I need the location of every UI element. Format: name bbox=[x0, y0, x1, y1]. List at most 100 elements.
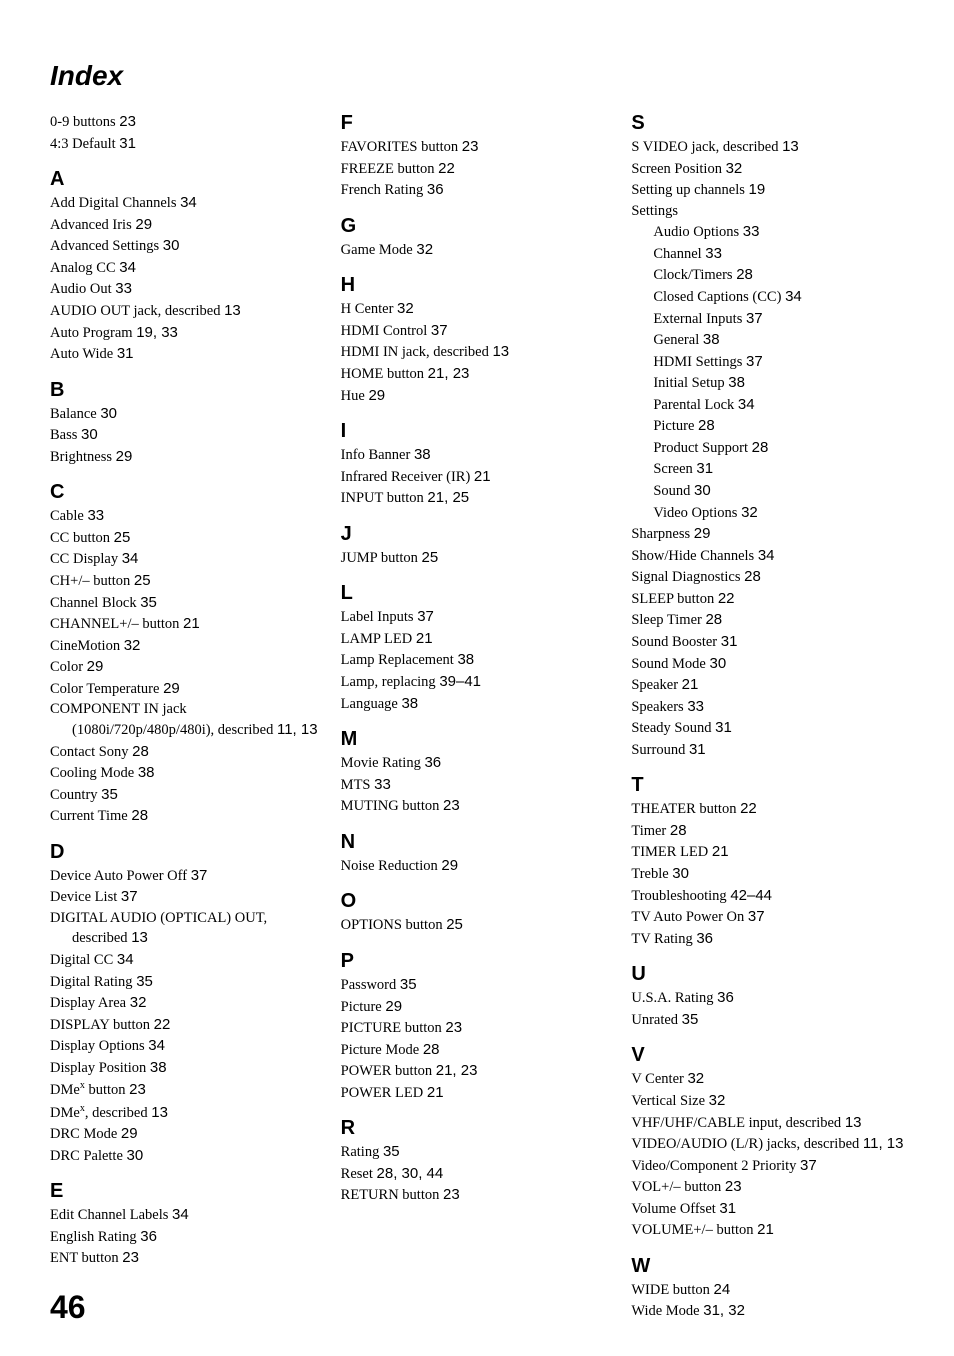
index-entry-page: 21 bbox=[416, 630, 433, 647]
index-entry: Picture Mode 28 bbox=[341, 1040, 614, 1061]
index-entry-term: CH+/– button bbox=[50, 573, 134, 589]
index-entry-page: 23 bbox=[122, 1249, 139, 1266]
index-entry-term: PICTURE button bbox=[341, 1020, 446, 1036]
index-letter-heading: F bbox=[341, 112, 614, 135]
index-entry-page: 33 bbox=[743, 223, 760, 240]
index-entry-page: 21 bbox=[682, 676, 699, 693]
index-entry: Show/Hide Channels 34 bbox=[631, 546, 904, 567]
index-entry-term: AUDIO OUT jack, described bbox=[50, 303, 224, 319]
index-entry: Audio Options 33 bbox=[653, 222, 904, 243]
index-entry: DMex button 23 bbox=[50, 1079, 323, 1100]
index-entry-page: 13 bbox=[131, 929, 148, 946]
index-entry-term: Game Mode bbox=[341, 242, 417, 258]
index-entry: Label Inputs 37 bbox=[341, 607, 614, 628]
index-letter-heading: P bbox=[341, 950, 614, 973]
index-entry-term: Brightness bbox=[50, 449, 116, 465]
index-entry-term: Digital CC bbox=[50, 952, 117, 968]
index-letter-heading: J bbox=[341, 523, 614, 546]
index-entry-term: Audio Options bbox=[653, 224, 742, 240]
index-entry-term: Country bbox=[50, 787, 101, 803]
index-entry-term: DRC Mode bbox=[50, 1126, 121, 1142]
index-entry: Lamp Replacement 38 bbox=[341, 650, 614, 671]
index-entry-page: 28 bbox=[752, 439, 769, 456]
index-entry-term: HOME button bbox=[341, 366, 428, 382]
index-entry-page: 30 bbox=[710, 655, 727, 672]
index-entry-page: 33 bbox=[115, 280, 132, 297]
index-entry-page: 33 bbox=[687, 698, 704, 715]
index-entry-page: 22 bbox=[438, 160, 455, 177]
index-entry: PICTURE button 23 bbox=[341, 1018, 614, 1039]
index-entry-term: Info Banner bbox=[341, 447, 414, 463]
index-entry: Cooling Mode 38 bbox=[50, 763, 323, 784]
index-entry: Cable 33 bbox=[50, 506, 323, 527]
index-entry-term: FREEZE button bbox=[341, 161, 438, 177]
index-entry: General 38 bbox=[653, 330, 904, 351]
index-entry-term: Troubleshooting bbox=[631, 888, 730, 904]
index-entry: Video Options 32 bbox=[653, 503, 904, 524]
index-entry-page: 28 bbox=[736, 266, 753, 283]
index-entry: Surround 31 bbox=[631, 740, 904, 761]
index-entry-term: Cable bbox=[50, 508, 87, 524]
index-entry-page: 23 bbox=[462, 138, 479, 155]
index-entry: ENT button 23 bbox=[50, 1248, 323, 1269]
index-entry-term: TIMER LED bbox=[631, 844, 712, 860]
index-entry: H Center 32 bbox=[341, 299, 614, 320]
index-letter-heading: H bbox=[341, 274, 614, 297]
index-entry-term: Vertical Size bbox=[631, 1093, 708, 1109]
index-entry: DRC Mode 29 bbox=[50, 1124, 323, 1145]
index-entry-page: 28 bbox=[705, 611, 722, 628]
index-entry: Settings bbox=[631, 202, 904, 222]
index-entry-page: 35 bbox=[140, 594, 157, 611]
index-entry-term: POWER LED bbox=[341, 1085, 427, 1101]
index-entry-term: Settings bbox=[631, 203, 678, 219]
index-entry-page: 11, 13 bbox=[863, 1135, 904, 1152]
index-entry-page: 37 bbox=[746, 353, 763, 370]
index-entry-page: 28 bbox=[670, 822, 687, 839]
index-title: Index bbox=[50, 60, 904, 92]
index-entry-term: 4:3 Default bbox=[50, 136, 119, 152]
index-letter-heading: I bbox=[341, 420, 614, 443]
index-entry-term: Device Auto Power Off bbox=[50, 868, 191, 884]
index-entry-term: English Rating bbox=[50, 1229, 140, 1245]
index-entry-page: 24 bbox=[714, 1281, 731, 1298]
index-entry-page: 30 bbox=[163, 237, 180, 254]
index-entry-page: 30 bbox=[694, 482, 711, 499]
index-entry-page: 37 bbox=[431, 322, 448, 339]
index-entry-term: MUTING button bbox=[341, 798, 443, 814]
index-entry-page: 32 bbox=[416, 241, 433, 258]
index-entry-page: 31 bbox=[119, 135, 136, 152]
index-entry-page: 34 bbox=[148, 1037, 165, 1054]
index-entry: Treble 30 bbox=[631, 864, 904, 885]
index-entry: Setting up channels 19 bbox=[631, 180, 904, 201]
index-entry: Password 35 bbox=[341, 975, 614, 996]
index-entry: DMex, described 13 bbox=[50, 1102, 323, 1123]
index-letter-heading: S bbox=[631, 112, 904, 135]
index-entry-page: 23 bbox=[129, 1081, 146, 1098]
index-entry: Auto Program 19, 33 bbox=[50, 323, 323, 344]
index-entry-page: 38 bbox=[728, 374, 745, 391]
index-entry-page: 34 bbox=[117, 951, 134, 968]
index-entry: Display Options 34 bbox=[50, 1036, 323, 1057]
index-entry: Digital CC 34 bbox=[50, 950, 323, 971]
index-entry-page: 36 bbox=[140, 1228, 157, 1245]
index-entry-term: VOL+/– button bbox=[631, 1179, 725, 1195]
index-entry-term: Movie Rating bbox=[341, 755, 425, 771]
index-entry-term: Show/Hide Channels bbox=[631, 548, 757, 564]
index-entry-page: 34 bbox=[122, 550, 139, 567]
index-letter-heading: R bbox=[341, 1117, 614, 1140]
index-column: 0-9 buttons 234:3 Default 31AAdd Digital… bbox=[50, 112, 323, 1323]
index-entry-term: Label Inputs bbox=[341, 609, 418, 625]
index-entry-term: Current Time bbox=[50, 808, 131, 824]
index-entry-page: 31 bbox=[719, 1200, 736, 1217]
index-entry-page: 29 bbox=[441, 857, 458, 874]
index-entry: Sound Booster 31 bbox=[631, 632, 904, 653]
index-entry: Hue 29 bbox=[341, 386, 614, 407]
index-entry: Display Position 38 bbox=[50, 1058, 323, 1079]
index-entry-term: HDMI Settings bbox=[653, 354, 746, 370]
index-entry-page: 32 bbox=[397, 300, 414, 317]
index-entry: Display Area 32 bbox=[50, 993, 323, 1014]
index-entry-page: 37 bbox=[191, 867, 208, 884]
index-entry-term: Add Digital Channels bbox=[50, 195, 180, 211]
index-entry: COMPONENT IN jack (1080i/720p/480p/480i)… bbox=[50, 700, 323, 740]
index-entry-page: 31 bbox=[721, 633, 738, 650]
